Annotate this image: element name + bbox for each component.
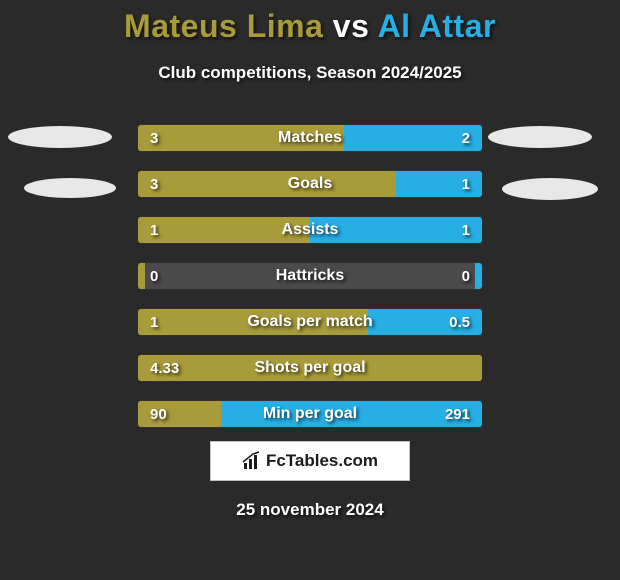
p1-bar — [138, 217, 310, 243]
p1-badge-bottom — [24, 178, 116, 198]
stat-label: Hattricks — [138, 263, 482, 289]
stat-row: Hattricks0 0 — [137, 262, 483, 290]
stat-row: Goals per match10.5 — [137, 308, 483, 336]
stats-container: Matches32 Goals31 Assists11 Hattricks0 0 Goal… — [137, 124, 483, 428]
p1-bar — [138, 125, 344, 151]
comparison-title: Mateus Lima vs Al Attar — [0, 0, 620, 45]
p2-bar — [396, 171, 482, 197]
p1-badge-top — [8, 126, 112, 148]
p2-bar — [344, 125, 482, 151]
p1-bar — [138, 263, 145, 289]
p2-badge-bottom — [502, 178, 598, 200]
p1-bar — [138, 401, 221, 427]
stat-row: Matches32 — [137, 124, 483, 152]
player1-name: Mateus Lima — [124, 8, 323, 44]
site-name: FcTables.com — [266, 451, 378, 471]
p2-bar — [475, 263, 482, 289]
p2-value: 0 — [462, 263, 470, 289]
p2-bar — [310, 217, 482, 243]
p2-bar — [221, 401, 482, 427]
site-badge[interactable]: FcTables.com — [210, 441, 410, 481]
p2-bar — [368, 309, 482, 335]
stat-row: Goals31 — [137, 170, 483, 198]
stat-row: Min per goal90291 — [137, 400, 483, 428]
p1-value: 0 — [150, 263, 158, 289]
p1-bar — [138, 171, 396, 197]
stat-row: Shots per goal4.33 — [137, 354, 483, 382]
player2-name: Al Attar — [378, 8, 496, 44]
p1-bar — [138, 355, 482, 381]
chart-icon — [242, 451, 262, 471]
p1-bar — [138, 309, 368, 335]
subtitle: Club competitions, Season 2024/2025 — [0, 63, 620, 83]
p2-badge-top — [488, 126, 592, 148]
vs-text: vs — [333, 8, 370, 44]
date-label: 25 november 2024 — [0, 500, 620, 520]
stat-row: Assists11 — [137, 216, 483, 244]
